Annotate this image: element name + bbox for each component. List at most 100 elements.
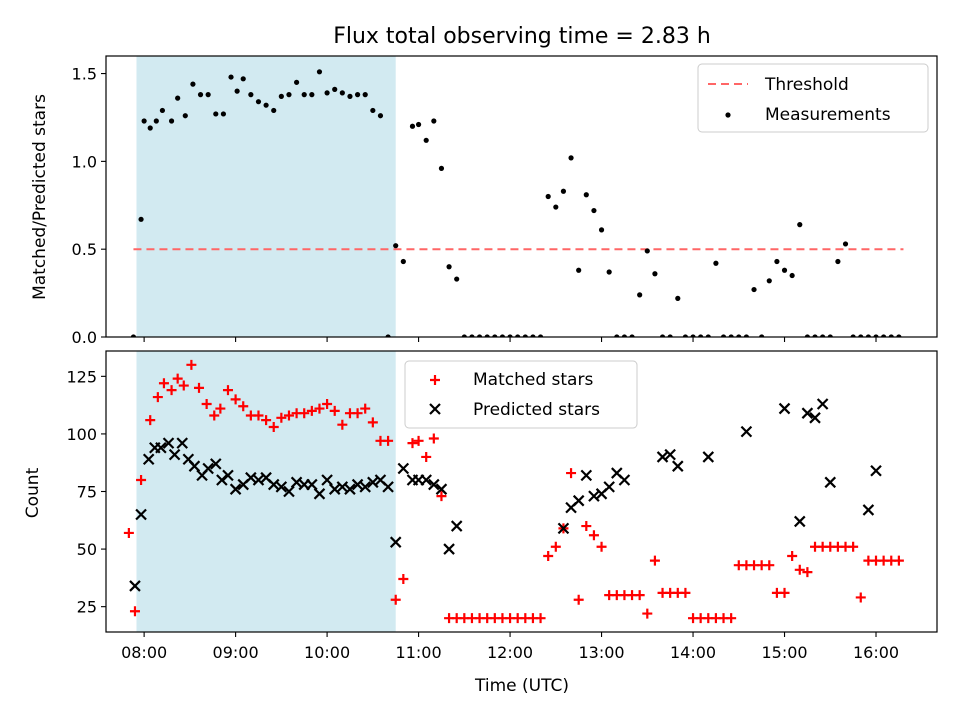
top-point-0-29 [339,90,345,96]
top-point-0-68 [637,292,643,298]
top-point-0-80 [728,334,734,337]
bottom-point-1-35 [382,481,394,493]
bottom-point-1-7 [176,437,189,449]
top-point-0-57 [553,204,559,210]
bottom-point-0-87 [779,587,790,598]
bottom-point-1-25 [306,478,318,491]
bottom-point-0-85 [764,560,775,571]
top-point-0-3 [147,125,153,131]
top-point-0-17 [248,92,254,98]
bottom-point-0-63 [596,541,607,552]
top-point-0-24 [301,92,307,98]
top-data-layer [130,69,904,337]
legend-threshold-label: Threshold [764,75,849,95]
top-point-0-36 [393,243,399,249]
bottom-point-1-48 [580,469,593,482]
top-point-0-49 [492,334,498,337]
bottom-series-0 [123,359,904,624]
bottom-x-tick-label-8: 16:00 [853,643,899,662]
bottom-point-0-89 [794,564,805,575]
bottom-point-1-30 [344,483,356,495]
top-point-0-37 [400,258,406,265]
top-point-0-16 [240,76,246,82]
bottom-point-0-24 [299,408,310,419]
top-point-0-95 [842,241,849,247]
top-point-0-71 [659,334,666,337]
top-point-0-90 [804,334,810,337]
bottom-x-tick-label-4: 12:00 [487,643,533,662]
top-y-tick-label-0: 0.0 [72,328,97,347]
bottom-point-1-53 [618,474,631,486]
bottom-point-1-40 [420,474,432,486]
top-point-0-89 [797,222,803,228]
top-point-0-4 [153,118,159,124]
bottom-y-tick-label-3: 100 [66,425,97,444]
top-series-0 [130,69,902,337]
bottom-point-1-0 [129,580,141,592]
bottom-point-0-8 [178,380,189,391]
top-point-0-82 [743,334,750,337]
top-point-0-43 [446,264,452,270]
bottom-y-tick-label-2: 75 [77,483,97,502]
bottom-y-axis-label: Count [23,467,43,518]
bottom-point-0-10 [194,382,205,393]
bottom-point-1-36 [389,536,402,548]
top-point-0-50 [499,334,506,337]
bottom-point-0-16 [238,401,249,412]
top-point-0-5 [159,107,166,114]
bottom-point-1-47 [572,494,585,507]
top-point-0-45 [461,334,467,337]
bottom-point-0-0 [123,527,134,538]
top-point-0-35 [385,334,391,337]
bottom-point-0-1 [129,606,140,617]
top-point-0-48 [484,334,490,337]
bottom-point-0-12 [209,410,220,421]
bottom-point-0-56 [543,550,554,561]
top-point-0-70 [652,271,658,277]
top-legend-box [697,63,929,133]
bottom-point-0-68 [634,590,645,601]
bottom-point-0-40 [421,451,432,462]
bottom-point-0-5 [158,378,169,389]
top-point-0-25 [309,92,315,98]
top-point-0-34 [377,113,384,119]
top-point-0-73 [675,295,681,301]
bottom-point-1-60 [793,515,806,528]
bottom-point-0-31 [352,408,363,419]
bottom-point-1-15 [229,483,242,495]
bottom-point-0-59 [566,468,577,479]
top-point-0-56 [545,193,551,200]
bottom-point-0-69 [642,608,653,619]
bottom-point-0-39 [413,435,424,446]
bottom-legend-box [404,360,638,429]
top-point-0-91 [812,334,818,337]
top-point-0-83 [751,286,757,293]
bottom-point-1-1 [135,508,147,521]
bottom-point-0-41 [428,433,439,444]
bottom-point-1-62 [809,412,821,424]
bottom-point-1-59 [778,402,791,415]
top-point-0-1 [138,216,144,222]
top-point-0-63 [598,227,605,233]
top-point-0-65 [614,334,620,337]
top-point-0-84 [759,334,765,337]
top-point-0-19 [263,102,269,108]
legend-measurements-label: Measurements [765,105,891,125]
legend-predicted-label: Predicted stars [473,400,600,420]
bottom-point-0-96 [848,541,859,552]
top-point-0-32 [362,92,368,98]
top-point-0-14 [228,74,234,80]
bottom-point-1-22 [283,485,295,498]
bottom-point-1-41 [428,478,440,491]
bottom-x-tick-label-6: 14:00 [670,643,716,662]
bottom-point-1-63 [816,398,829,410]
top-point-0-78 [713,260,719,266]
top-point-0-13 [220,111,227,117]
top-point-0-46 [469,334,475,337]
bottom-shaded-interval [136,351,396,632]
bottom-point-1-55 [664,448,676,461]
top-point-0-74 [682,334,689,337]
top-point-0-100 [881,334,887,337]
bottom-point-0-102 [893,555,904,566]
bottom-point-0-74 [680,587,691,598]
